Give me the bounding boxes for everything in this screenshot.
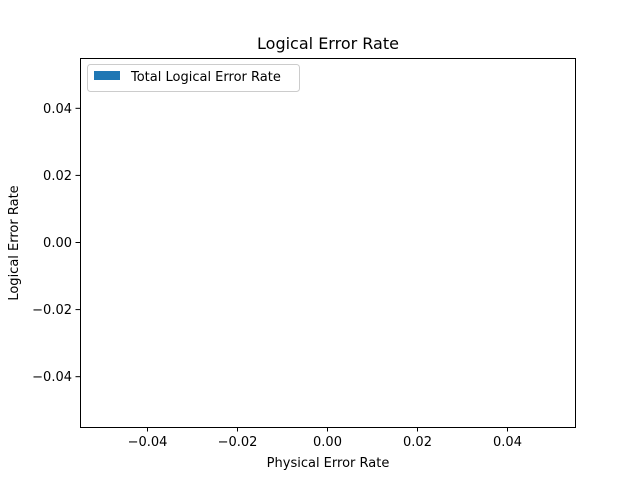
- x-axis-label: Physical Error Rate: [267, 456, 390, 471]
- x-axis: −0.04 −0.02 0.00 0.02 0.04: [128, 427, 522, 450]
- legend-label: Total Logical Error Rate: [130, 70, 281, 85]
- legend-swatch: [94, 71, 120, 80]
- y-tick-label: −0.04: [32, 370, 72, 385]
- x-tick-label: 0.02: [403, 435, 432, 450]
- x-tick-label: −0.04: [128, 435, 168, 450]
- y-tick-label: 0.02: [43, 169, 72, 184]
- y-tick-label: 0.04: [43, 102, 72, 117]
- plot-frame: [80, 58, 576, 428]
- x-tick-label: 0.00: [313, 435, 342, 450]
- y-tick-label: 0.00: [43, 236, 72, 251]
- chart-title: Logical Error Rate: [257, 34, 399, 53]
- y-axis-label: Logical Error Rate: [7, 185, 22, 300]
- x-tick-label: −0.02: [218, 435, 258, 450]
- x-tick-label: 0.04: [493, 435, 522, 450]
- legend-box: [87, 64, 300, 92]
- legend: Total Logical Error Rate: [87, 64, 300, 92]
- y-axis: −0.04 −0.02 0.00 0.02 0.04: [32, 102, 80, 385]
- y-tick-label: −0.02: [32, 303, 72, 318]
